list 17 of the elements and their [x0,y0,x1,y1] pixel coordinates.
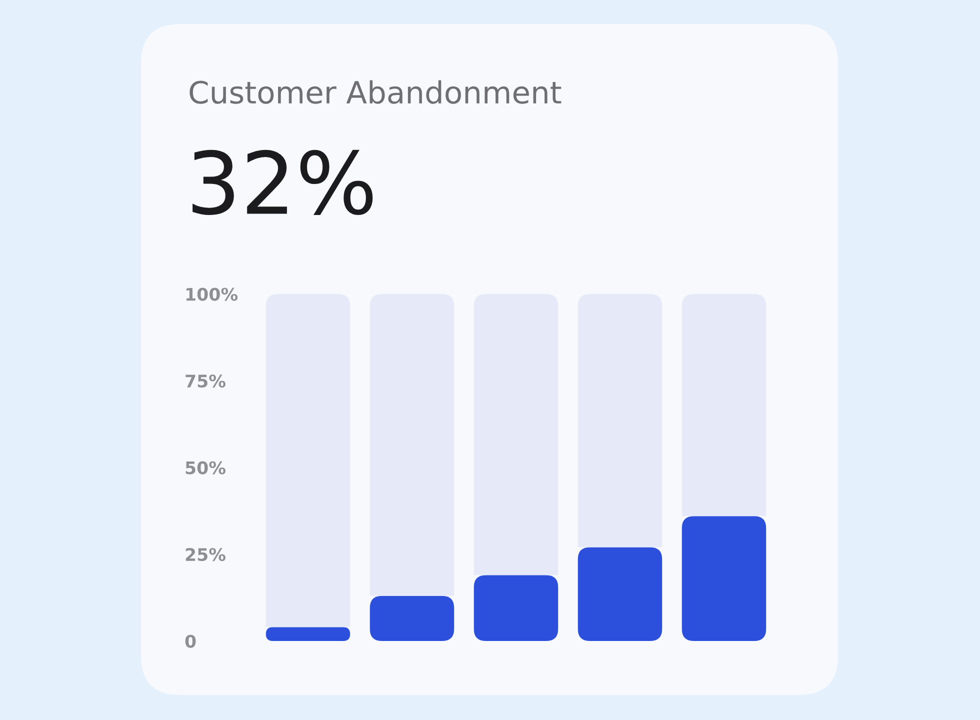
bar [578,294,662,548]
bar [474,294,558,576]
bar [266,627,350,641]
chart-subtitle: 32% [192,150,373,215]
y-tick-label: 75% [186,374,226,388]
y-tick-label: 0 [185,634,196,648]
bar [370,596,454,641]
y-tick-label: 25% [186,548,226,562]
y-tick-label: 50% [186,461,226,474]
bar [266,294,350,628]
chart-title: Customer Abandonment [190,80,562,104]
bar [370,294,454,596]
bar [682,294,766,516]
y-tick-label: 100% [186,288,238,301]
bar [578,547,662,641]
bar [682,516,766,641]
bar [474,575,558,641]
